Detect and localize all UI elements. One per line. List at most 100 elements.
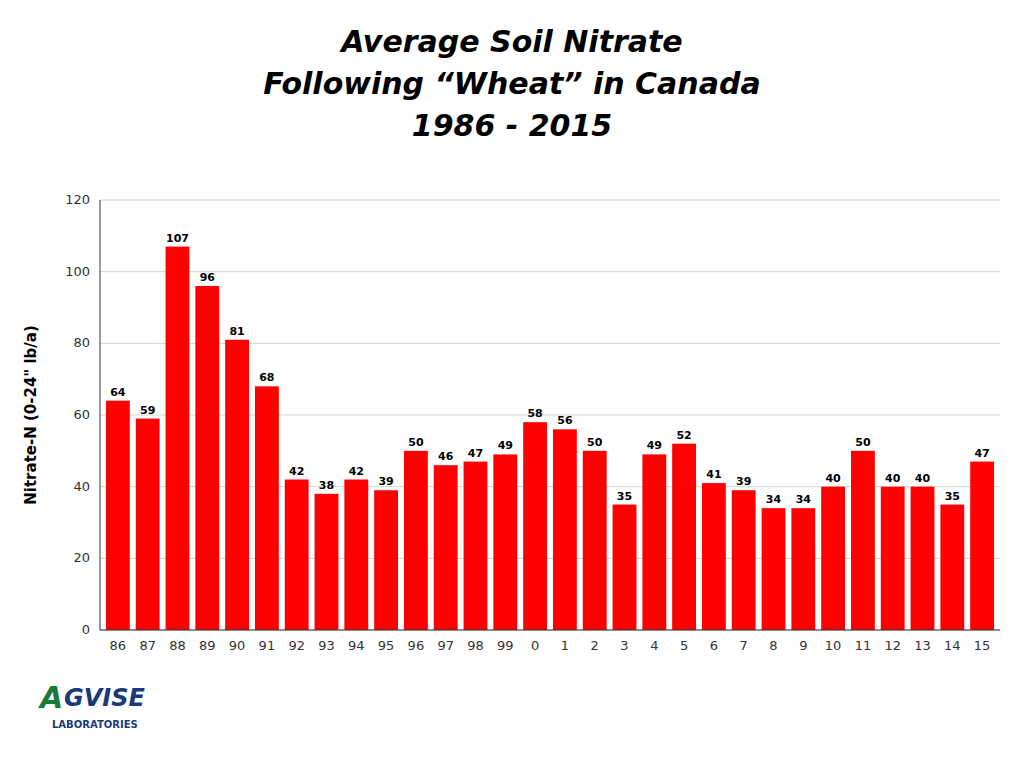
logo: AGVISELABORATORIES <box>38 680 145 730</box>
bar <box>553 429 577 630</box>
y-tick-label: 80 <box>73 335 90 350</box>
bar <box>315 494 339 630</box>
bar <box>881 487 905 630</box>
bar <box>464 462 488 630</box>
x-tick-label: 95 <box>378 638 395 653</box>
logo-text: LABORATORIES <box>52 719 138 730</box>
x-tick-label: 97 <box>437 638 454 653</box>
bar <box>195 286 219 630</box>
data-label: 39 <box>736 475 751 488</box>
bar <box>911 487 935 630</box>
bar <box>940 505 964 630</box>
bar <box>791 508 815 630</box>
grid-line <box>100 271 1000 272</box>
data-label: 34 <box>796 493 812 506</box>
data-label: 42 <box>349 465 364 478</box>
title-line: Average Soil Nitrate <box>339 24 682 59</box>
x-tick-label: 86 <box>110 638 127 653</box>
data-label: 58 <box>527 407 542 420</box>
data-label: 49 <box>498 439 513 452</box>
bar <box>851 451 875 630</box>
x-tick-label: 10 <box>825 638 842 653</box>
y-tick-label: 60 <box>73 407 90 422</box>
x-tick-label: 90 <box>229 638 246 653</box>
x-tick-label: 87 <box>139 638 156 653</box>
data-label: 96 <box>200 271 216 284</box>
bar <box>136 419 160 630</box>
logo-text: GVISE <box>64 684 145 712</box>
y-tick-label: 20 <box>73 550 90 565</box>
bar <box>821 487 845 630</box>
y-axis: 020406080100120 <box>65 192 1000 637</box>
data-label: 68 <box>259 371 274 384</box>
bar <box>255 386 279 630</box>
x-tick-label: 96 <box>408 638 425 653</box>
data-label: 47 <box>974 447 989 460</box>
x-tick-label: 89 <box>199 638 216 653</box>
bar <box>642 454 666 630</box>
bar <box>106 401 130 630</box>
x-axis: 8687888990919293949596979899012345678910… <box>110 638 991 653</box>
bar <box>583 451 607 630</box>
x-tick-label: 94 <box>348 638 365 653</box>
data-label: 50 <box>408 436 424 449</box>
bar <box>672 444 696 630</box>
x-tick-label: 0 <box>531 638 539 653</box>
x-tick-label: 99 <box>497 638 514 653</box>
data-label: 35 <box>945 490 960 503</box>
x-axis-line <box>100 630 1000 631</box>
bar <box>702 483 726 630</box>
x-tick-label: 7 <box>740 638 748 653</box>
title: Average Soil Nitrate Following “Wheat” in… <box>263 24 760 143</box>
bar <box>523 422 547 630</box>
x-tick-label: 2 <box>591 638 599 653</box>
bar <box>493 454 517 630</box>
bar <box>344 480 368 631</box>
data-label: 107 <box>166 232 189 245</box>
bar <box>404 451 428 630</box>
data-label: 40 <box>915 472 931 485</box>
y-tick-label: 0 <box>82 622 90 637</box>
y-axis-label: Nitrate-N (0-24" lb/a) <box>22 325 40 505</box>
y-axis-line <box>100 200 101 630</box>
x-tick-label: 14 <box>944 638 961 653</box>
x-tick-label: 92 <box>288 638 305 653</box>
bar <box>434 465 458 630</box>
bar <box>374 490 398 630</box>
data-label: 34 <box>766 493 782 506</box>
x-tick-label: 13 <box>914 638 931 653</box>
data-label: 50 <box>855 436 871 449</box>
x-tick-label: 11 <box>855 638 872 653</box>
data-label: 49 <box>647 439 662 452</box>
bar <box>166 247 190 630</box>
chart: Average Soil Nitrate Following “Wheat” in… <box>0 0 1024 768</box>
title-line: Following “Wheat” in Canada <box>263 66 760 101</box>
bar <box>285 480 309 631</box>
data-label: 64 <box>110 386 126 399</box>
x-tick-label: 6 <box>710 638 718 653</box>
x-tick-label: 1 <box>561 638 569 653</box>
x-tick-label: 5 <box>680 638 688 653</box>
title-line: 1986 - 2015 <box>412 108 612 143</box>
data-label: 39 <box>378 475 393 488</box>
bars <box>106 247 994 630</box>
x-tick-label: 93 <box>318 638 335 653</box>
data-label: 52 <box>676 429 691 442</box>
data-label: 41 <box>706 468 721 481</box>
data-label: 81 <box>229 325 244 338</box>
y-tick-label: 40 <box>73 479 90 494</box>
data-label: 40 <box>825 472 841 485</box>
x-tick-label: 3 <box>620 638 628 653</box>
data-label: 56 <box>557 414 573 427</box>
x-tick-label: 8 <box>769 638 777 653</box>
x-tick-label: 12 <box>884 638 901 653</box>
data-label: 46 <box>438 450 454 463</box>
bar <box>732 490 756 630</box>
data-label: 35 <box>617 490 632 503</box>
x-tick-label: 88 <box>169 638 186 653</box>
data-label: 47 <box>468 447 483 460</box>
bar <box>613 505 637 630</box>
y-tick-label: 120 <box>65 192 90 207</box>
x-tick-label: 15 <box>974 638 991 653</box>
data-label: 42 <box>289 465 304 478</box>
